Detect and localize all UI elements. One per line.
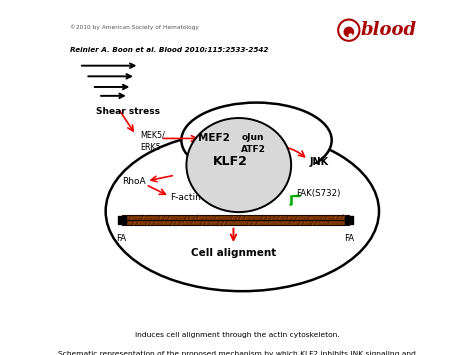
Text: RhoA: RhoA [122, 176, 146, 186]
Text: F-actin: F-actin [170, 193, 201, 202]
Text: JNK: JNK [309, 157, 328, 166]
Text: Schematic representation of the proposed mechanism by which KLF2 inhibits JNK si: Schematic representation of the proposed… [58, 351, 416, 355]
Text: oJun: oJun [242, 133, 264, 142]
Ellipse shape [186, 118, 291, 212]
Ellipse shape [106, 131, 379, 291]
FancyBboxPatch shape [122, 215, 349, 225]
Ellipse shape [182, 103, 332, 178]
Text: KLF2: KLF2 [212, 155, 247, 168]
Text: MEK5/: MEK5/ [140, 130, 165, 140]
Text: blood: blood [361, 21, 417, 39]
Text: induces cell alignment through the actin cytoskeleton.: induces cell alignment through the actin… [135, 332, 339, 338]
Text: MEF2: MEF2 [198, 133, 230, 143]
Text: Reinier A. Boon et al. Blood 2010;115:2533-2542: Reinier A. Boon et al. Blood 2010;115:25… [70, 46, 269, 52]
Bar [345, 216, 353, 224]
Bar [118, 216, 126, 224]
Circle shape [348, 33, 353, 38]
Text: FA: FA [117, 234, 127, 243]
Text: FAK(S732): FAK(S732) [296, 189, 341, 198]
Text: FA: FA [344, 234, 354, 243]
Text: Cell alignment: Cell alignment [191, 248, 276, 258]
Text: ERK5: ERK5 [140, 143, 161, 152]
Text: ATF2: ATF2 [240, 145, 265, 154]
Text: ©2010 by American Society of Hematology: ©2010 by American Society of Hematology [70, 25, 199, 31]
Circle shape [344, 27, 354, 37]
Ellipse shape [173, 152, 326, 199]
Text: Shear stress: Shear stress [96, 106, 160, 115]
Circle shape [338, 20, 359, 41]
